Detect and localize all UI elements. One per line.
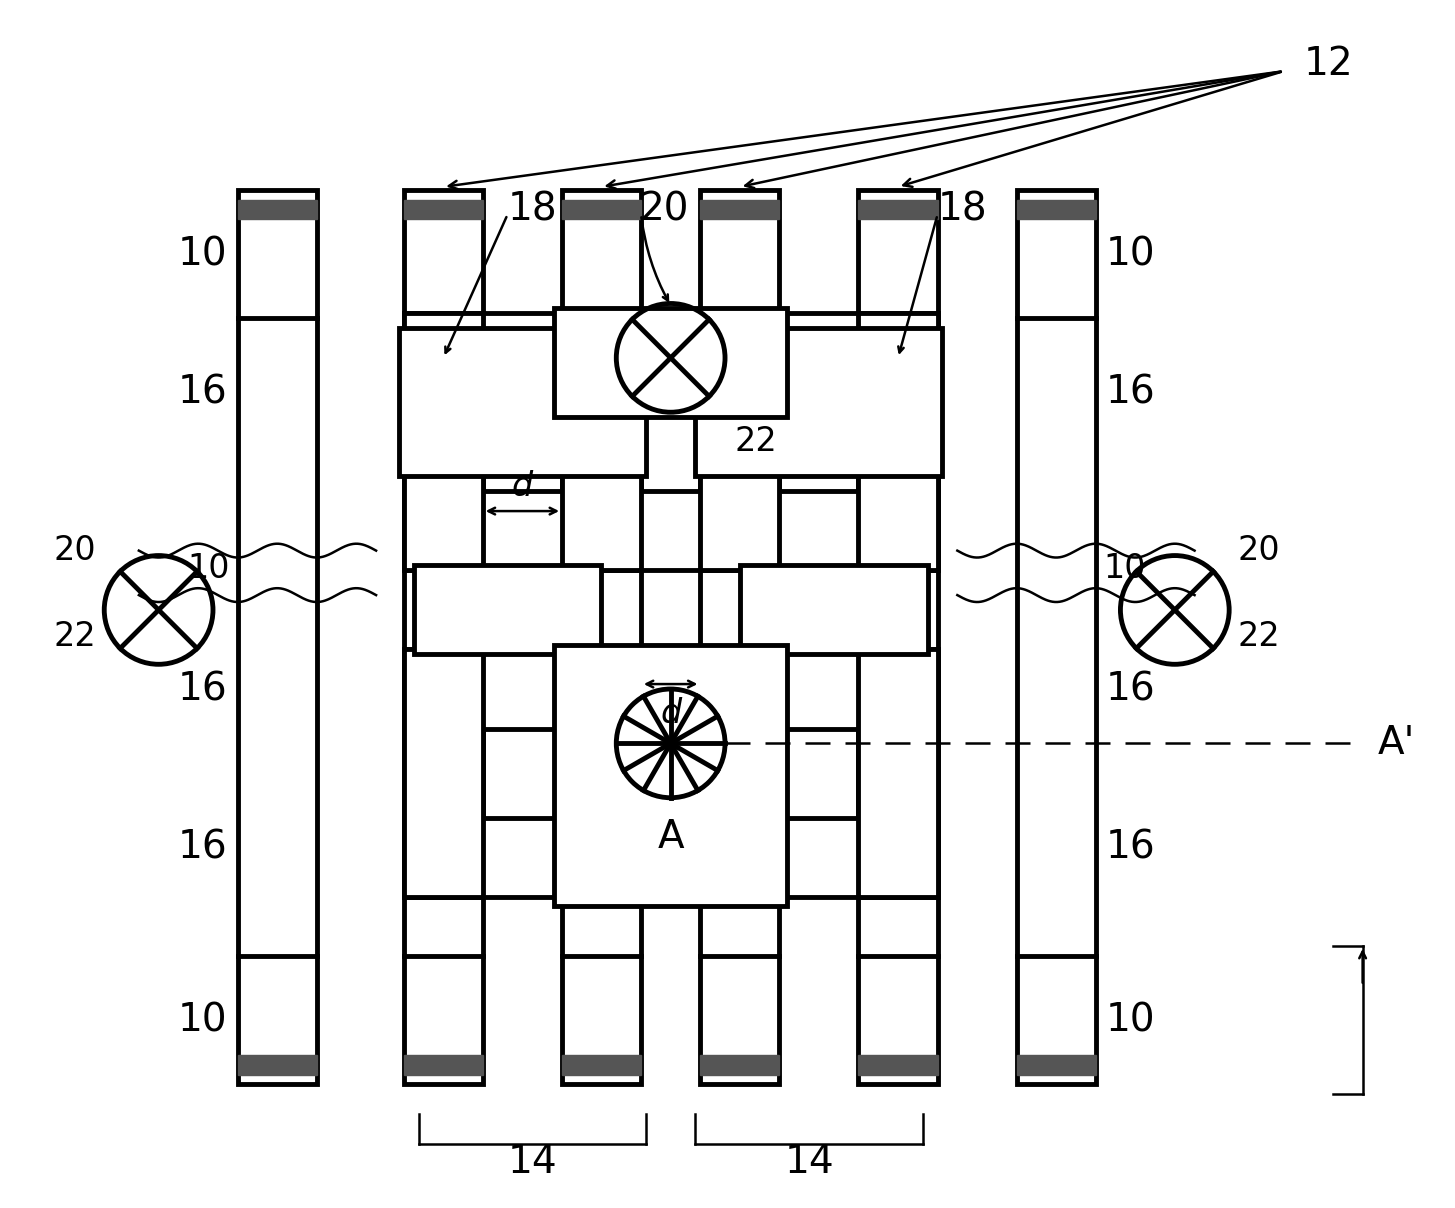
Bar [562, 313, 642, 570]
Text: A: A [658, 818, 684, 855]
Bar [237, 199, 317, 220]
Bar [562, 199, 642, 220]
Text: 14: 14 [784, 1144, 834, 1181]
Bar [404, 199, 483, 220]
Bar [237, 1055, 317, 1075]
Bar [404, 313, 483, 570]
Bar [858, 199, 937, 220]
Text: 20: 20 [54, 534, 96, 567]
Bar [700, 199, 780, 220]
Bar [404, 190, 483, 319]
Text: 10: 10 [188, 552, 230, 585]
Bar [700, 313, 780, 570]
Bar [858, 190, 937, 319]
Text: 20: 20 [639, 191, 688, 228]
Bar [739, 565, 928, 655]
Text: 16: 16 [1106, 670, 1155, 708]
Text: A': A' [1378, 725, 1414, 762]
Bar [1017, 199, 1096, 220]
Text: 16: 16 [1106, 373, 1155, 412]
Bar [700, 190, 780, 319]
Bar [404, 1055, 483, 1075]
Text: 18: 18 [937, 191, 986, 228]
Bar [858, 1055, 937, 1075]
Bar [562, 190, 642, 319]
Bar [237, 956, 317, 1085]
Text: 16: 16 [178, 829, 228, 866]
Bar [399, 329, 646, 476]
Text: 22: 22 [1237, 620, 1280, 654]
Bar [700, 956, 780, 1085]
Text: 16: 16 [178, 373, 228, 412]
Text: 10: 10 [178, 1001, 228, 1039]
Bar [858, 650, 937, 896]
Text: 16: 16 [178, 670, 228, 708]
Bar [404, 818, 937, 896]
Bar [413, 565, 601, 655]
Bar [554, 645, 787, 906]
Bar [700, 650, 780, 896]
Text: 22: 22 [735, 425, 777, 458]
Bar [858, 956, 937, 1085]
Text: 18: 18 [508, 191, 557, 228]
Bar [700, 1055, 780, 1075]
Text: 14: 14 [508, 1144, 557, 1181]
Text: 10: 10 [1106, 236, 1155, 273]
Bar [404, 650, 937, 728]
Bar [695, 329, 943, 476]
Text: d: d [661, 697, 681, 730]
Bar [404, 313, 937, 393]
Bar [562, 1055, 642, 1075]
Bar [858, 313, 937, 570]
Bar [562, 650, 642, 896]
Text: 20: 20 [1237, 534, 1280, 567]
Bar [562, 956, 642, 1085]
Bar [1017, 956, 1096, 1085]
Text: d: d [512, 470, 533, 503]
Bar [237, 190, 317, 319]
Text: 12: 12 [1304, 45, 1353, 83]
Bar [1017, 1055, 1096, 1075]
Bar [1017, 190, 1096, 319]
Text: 22: 22 [54, 620, 96, 654]
Text: 10: 10 [1104, 552, 1147, 585]
Text: 10: 10 [178, 236, 228, 273]
Text: 16: 16 [1106, 829, 1155, 866]
Text: 10: 10 [1106, 1001, 1155, 1039]
Bar [554, 308, 787, 417]
Bar [404, 492, 937, 570]
Bar [404, 956, 483, 1085]
Bar [404, 650, 483, 896]
